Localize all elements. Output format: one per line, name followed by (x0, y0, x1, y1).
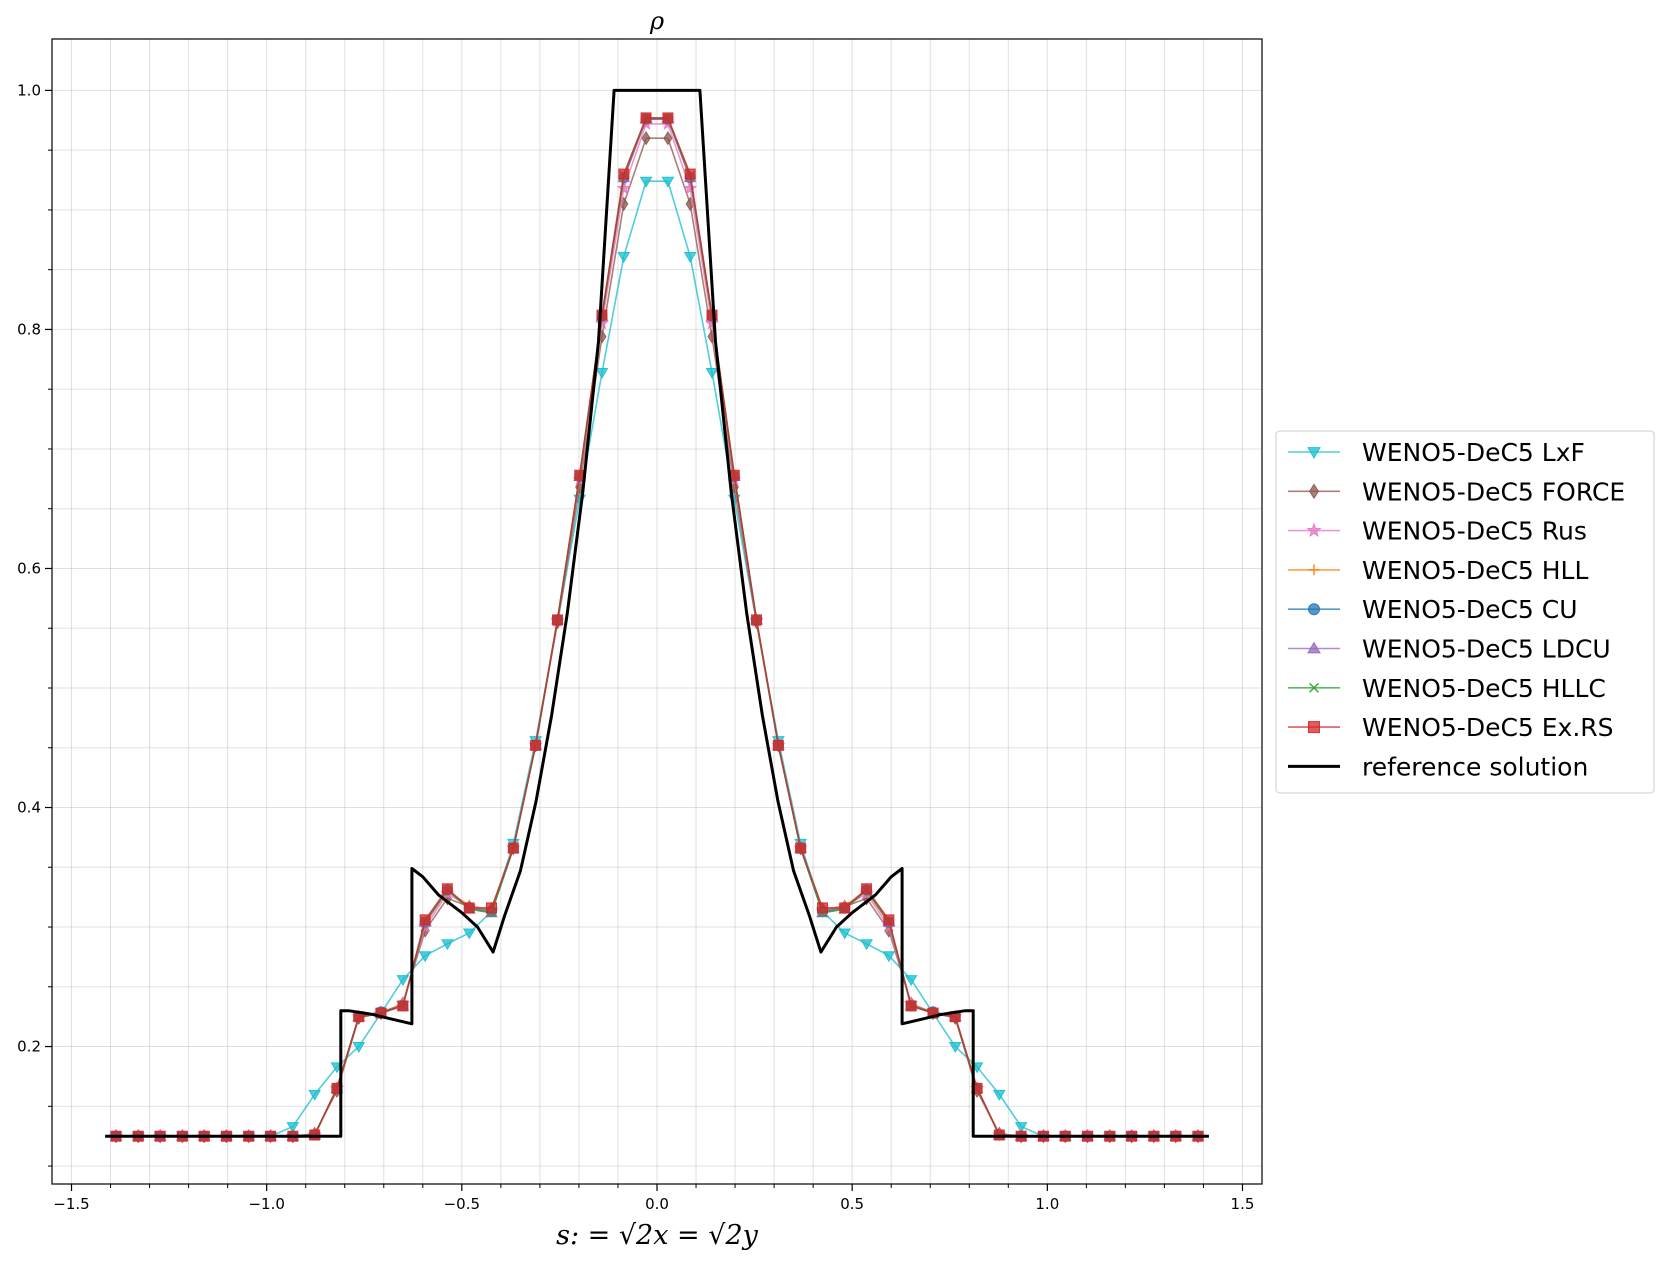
data-point-exrs (463, 902, 475, 914)
data-point-force (663, 131, 673, 146)
legend-entry-hllc: WENO5-DeC5 HLLC (1288, 674, 1606, 703)
legend-box (1275, 430, 1655, 794)
data-point-rus (616, 180, 631, 195)
x-tick-label: 0.0 (645, 1195, 669, 1213)
legend-label: reference solution (1362, 752, 1588, 781)
data-point-exrs (816, 902, 828, 914)
data-point-lxf (286, 1122, 300, 1134)
data-point-lxf (661, 176, 675, 188)
legend-label: WENO5-DeC5 LxF (1362, 438, 1585, 467)
data-point-exrs (375, 1007, 387, 1019)
x-tick-label: 0.5 (840, 1195, 864, 1213)
data-point-lxf (1014, 1122, 1028, 1134)
x-tick-label: −1.5 (53, 1195, 89, 1213)
data-point-exrs (551, 614, 563, 626)
legend-entry-lxf: WENO5-DeC5 LxF (1288, 438, 1585, 467)
data-point-lxf (683, 252, 697, 264)
chart-title: ρ (649, 7, 664, 35)
legend-swatch-marker (1309, 483, 1319, 500)
legend-entry-cu: WENO5-DeC5 CU (1288, 595, 1578, 624)
data-point-exrs (839, 902, 851, 914)
y-axis-ticks: 0.2 0.4 0.6 0.8 1.0 (17, 81, 52, 1167)
x-tick-label: 1.0 (1035, 1195, 1059, 1213)
legend-entry-exrs: WENO5-DeC5 Ex.RS (1288, 713, 1614, 742)
legend: WENO5-DeC5 LxF WENO5-DeC5 FORCE WENO5-DeC5… (1275, 430, 1655, 794)
legend-label: WENO5-DeC5 FORCE (1362, 477, 1625, 506)
data-point-exrs (883, 914, 895, 926)
data-point-exrs (927, 1007, 939, 1019)
legend-entry-ldcu: WENO5-DeC5 LDCU (1288, 635, 1611, 664)
data-point-exrs (441, 883, 453, 895)
series-reference (105, 88, 1209, 1138)
data-point-lxf (441, 939, 454, 951)
data-point-lxf (595, 367, 609, 379)
data-point-exrs (772, 739, 784, 751)
data-point-lxf (705, 367, 719, 379)
data-point-lxf (838, 928, 852, 940)
series-line-lxf (116, 180, 1198, 1137)
data-point-exrs (662, 112, 674, 124)
legend-entry-rus: WENO5-DeC5 Rus (1288, 517, 1587, 546)
legend-entry-hll: WENO5-DeC5 HLL (1288, 556, 1588, 585)
legend-swatch-marker (1306, 522, 1322, 538)
data-point-exrs (795, 842, 807, 854)
legend-entry-ref: reference solution (1288, 752, 1588, 781)
data-point-exrs (706, 309, 718, 321)
data-point-exrs (419, 914, 431, 926)
data-point-exrs (905, 1000, 917, 1012)
data-point-exrs (596, 309, 608, 321)
data-point-lxf (352, 1042, 366, 1054)
legend-label: WENO5-DeC5 LDCU (1362, 635, 1611, 664)
data-point-exrs (684, 168, 696, 180)
legend-entry-force: WENO5-DeC5 FORCE (1288, 477, 1625, 506)
legend-label: WENO5-DeC5 HLLC (1362, 674, 1606, 703)
legend-swatch-marker (1309, 682, 1319, 693)
y-tick-label: 1.0 (17, 81, 41, 99)
legend-swatch-marker (1307, 641, 1321, 654)
legend-label: WENO5-DeC5 HLL (1362, 556, 1588, 585)
legend-label: WENO5-DeC5 CU (1362, 595, 1578, 624)
data-point-exrs (507, 842, 519, 854)
data-point-lxf (396, 975, 410, 987)
legend-entries: WENO5-DeC5 LxF WENO5-DeC5 FORCE WENO5-DeC5… (1288, 438, 1625, 781)
data-point-exrs (618, 168, 630, 180)
legend-swatch-marker (1308, 721, 1320, 734)
data-point-lxf (639, 176, 653, 188)
x-tick-label: 1.5 (1231, 1195, 1255, 1213)
data-point-lxf (948, 1042, 962, 1054)
data-point-force (641, 131, 651, 146)
legend-label: WENO5-DeC5 Ex.RS (1362, 713, 1614, 742)
data-point-lxf (617, 252, 631, 264)
data-point-exrs (397, 1000, 409, 1012)
data-point-exrs (530, 739, 542, 751)
data-point-lxf (308, 1089, 322, 1101)
data-point-exrs (751, 614, 763, 626)
y-tick-label: 0.6 (17, 559, 41, 577)
x-axis-ticks: −1.5 −1.0 −0.5 0.0 0.5 1.0 1.5 (53, 1184, 1254, 1213)
legend-swatch-marker (1308, 603, 1320, 616)
data-point-lxf (904, 975, 918, 987)
y-tick-label: 0.2 (17, 1038, 41, 1056)
data-point-lxf (860, 939, 873, 951)
legend-swatch-marker (1307, 447, 1321, 460)
data-point-exrs (640, 112, 652, 124)
legend-label: WENO5-DeC5 Rus (1362, 517, 1587, 546)
grid (52, 39, 1262, 1184)
y-tick-label: 0.4 (17, 799, 41, 817)
data-point-rus (683, 180, 698, 195)
data-point-lxf (418, 951, 432, 963)
x-tick-label: −1.0 (248, 1195, 284, 1213)
data-point-lxf (992, 1089, 1006, 1101)
x-axis-label: s: = √2x = √2y (556, 1220, 759, 1251)
data-point-exrs (861, 883, 873, 895)
series-layer (105, 88, 1209, 1144)
x-tick-label: −0.5 (444, 1195, 480, 1213)
legend-swatch-marker (1308, 564, 1320, 576)
data-point-exrs (486, 902, 498, 914)
y-tick-label: 0.8 (17, 320, 41, 338)
data-point-lxf (882, 951, 896, 963)
reference-solution-line (105, 88, 1209, 1138)
data-point-lxf (462, 928, 476, 940)
